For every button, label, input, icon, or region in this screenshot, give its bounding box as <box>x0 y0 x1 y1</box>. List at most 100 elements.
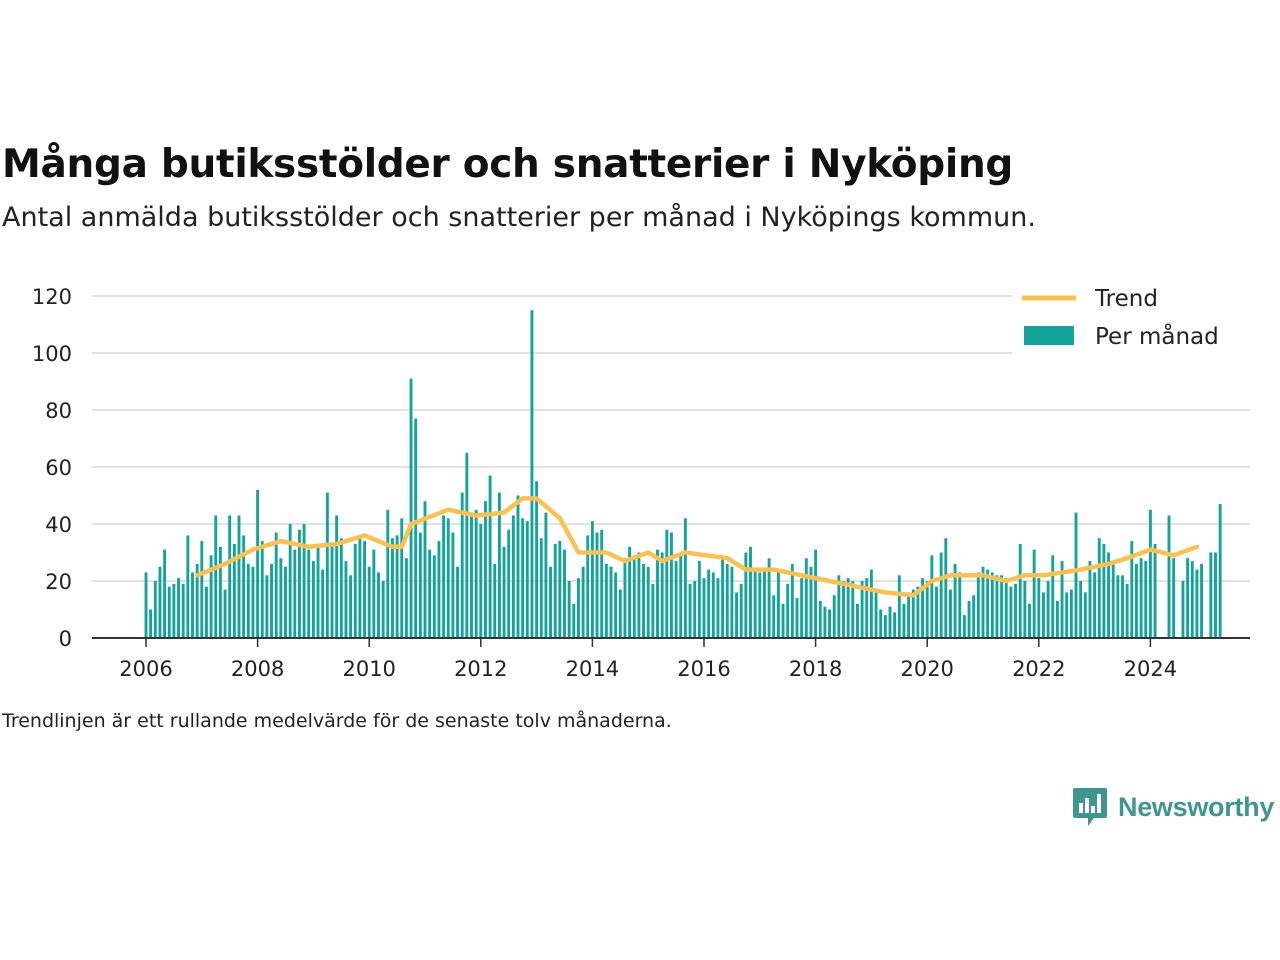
bar <box>614 572 618 638</box>
legend: Trend Per månad <box>1012 282 1252 354</box>
bar <box>1121 575 1124 638</box>
bar <box>418 532 422 638</box>
bar <box>293 549 297 638</box>
bar <box>195 563 199 638</box>
bar <box>1088 561 1092 638</box>
bar <box>851 581 855 638</box>
bar <box>772 595 776 638</box>
bar <box>1102 543 1106 638</box>
legend-bars-swatch <box>1024 326 1074 345</box>
bar <box>1004 578 1008 638</box>
bar <box>288 524 292 638</box>
bar <box>1218 504 1222 638</box>
bar <box>888 606 892 638</box>
bar <box>795 598 799 638</box>
bar <box>339 538 343 638</box>
bar <box>511 515 515 638</box>
x-tick-label: 2014 <box>566 657 619 681</box>
bar <box>763 569 766 638</box>
bar <box>1186 558 1190 638</box>
bar <box>284 566 287 638</box>
bar <box>553 543 557 638</box>
bar <box>725 563 729 638</box>
bar <box>460 492 464 638</box>
bar <box>321 569 325 638</box>
bar <box>558 541 562 638</box>
bar <box>1046 581 1050 638</box>
bar <box>1200 563 1203 638</box>
bar <box>302 524 306 638</box>
bar <box>735 592 738 638</box>
bar <box>521 518 525 638</box>
bar <box>316 546 320 638</box>
bar <box>953 563 957 638</box>
bar <box>549 566 552 638</box>
bar <box>1069 589 1073 638</box>
bar <box>590 521 594 638</box>
bar <box>646 566 650 638</box>
bar <box>679 552 683 638</box>
bar <box>497 492 501 638</box>
bar <box>432 555 436 638</box>
bar <box>1093 572 1097 638</box>
bar <box>367 566 371 638</box>
bar <box>404 558 408 638</box>
bar <box>897 575 901 638</box>
bar <box>153 581 157 638</box>
bar <box>167 586 171 638</box>
bar <box>595 532 599 638</box>
bar <box>544 512 548 638</box>
bar <box>1139 558 1143 638</box>
bar <box>767 558 771 638</box>
bar <box>1214 552 1217 638</box>
bar <box>1009 586 1013 638</box>
bar <box>502 546 506 638</box>
bar <box>465 452 469 638</box>
bar <box>739 583 743 638</box>
bar <box>911 589 915 638</box>
bar <box>228 515 232 638</box>
bar <box>279 558 283 638</box>
y-tick-label: 100 <box>32 342 72 366</box>
bar <box>1195 569 1199 638</box>
footnote: Trendlinjen är ett rullande medelvärde f… <box>2 710 672 732</box>
bar <box>990 572 994 638</box>
bar <box>1107 552 1110 638</box>
bar <box>781 603 785 638</box>
bar <box>177 578 180 638</box>
bar <box>307 549 311 638</box>
bar <box>967 600 971 638</box>
bar <box>693 581 697 638</box>
bar <box>423 501 427 638</box>
bar <box>832 595 836 638</box>
bar <box>246 563 250 638</box>
bar <box>1074 512 1078 638</box>
bar <box>479 524 483 638</box>
x-tick-labels: 2006 2008 2010 2012 2014 2016 2018 2020 2022 2024 <box>119 657 1177 681</box>
brand-name: Newsworthy <box>1118 791 1275 822</box>
x-tick-label: 2016 <box>677 657 730 681</box>
bar <box>256 489 260 638</box>
bar <box>1153 543 1157 638</box>
bar <box>214 515 218 638</box>
bar <box>181 583 185 638</box>
bar <box>1181 581 1185 638</box>
bar <box>1148 509 1152 638</box>
bar <box>158 566 162 638</box>
bar <box>218 546 222 638</box>
bar <box>251 566 255 638</box>
bar <box>451 532 455 638</box>
bar <box>493 563 497 638</box>
x-tick-label: 2008 <box>231 657 284 681</box>
bar <box>586 535 590 638</box>
bar <box>976 572 980 638</box>
bar <box>484 501 487 638</box>
bar <box>1190 561 1194 638</box>
bar <box>623 558 627 638</box>
bar <box>446 518 450 638</box>
axes <box>92 637 1250 647</box>
bar <box>149 609 153 638</box>
bar <box>232 543 236 638</box>
bar <box>944 538 948 638</box>
bar <box>414 418 418 638</box>
